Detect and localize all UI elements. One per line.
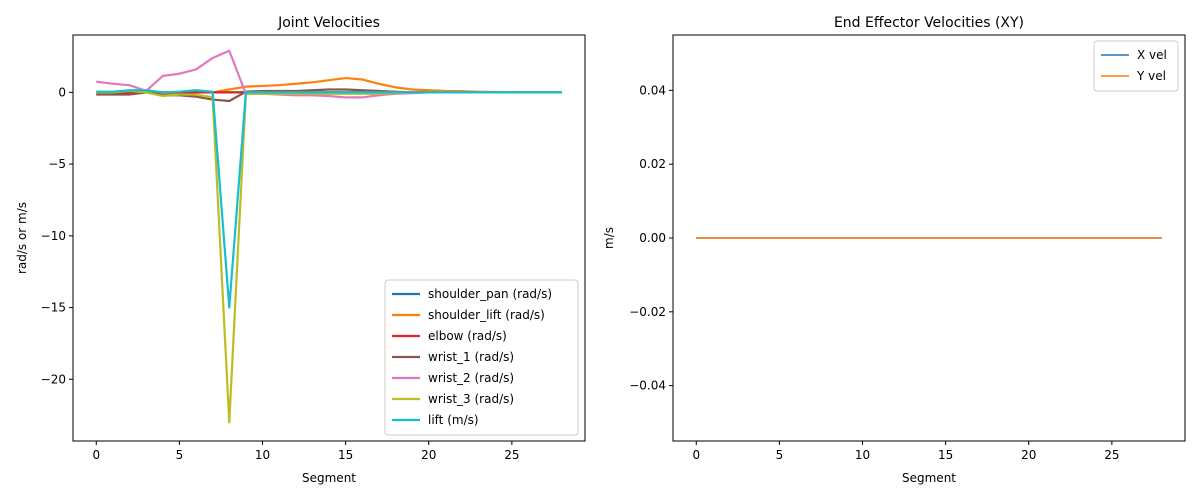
x-tick-label: 0 [92,448,100,462]
x-tick-label: 10 [255,448,270,462]
x-tick-label: 15 [938,448,953,462]
x-tick-label: 20 [421,448,436,462]
chart-title: End Effector Velocities (XY) [834,15,1024,31]
y-axis-label: rad/s or m/s [15,202,29,274]
plot-frame [72,34,586,442]
y-tick-label: 0.00 [639,231,666,245]
x-tick-label: 0 [692,448,700,462]
legend-entry: elbow (rad/s) [428,329,507,343]
end-effector-velocities-panel: End Effector Velocities (XY) Segment m/s… [602,15,1186,485]
y-tick-label: −0.04 [629,379,666,393]
x-tick-label: 15 [338,448,353,462]
joint-velocities-panel: Joint Velocities Segment rad/s or m/s 0 5… [15,15,586,485]
legend-entry: Y vel [1136,69,1166,83]
y-tick-label: 0.04 [639,83,666,97]
legend-box [1093,40,1179,92]
y-tick-label: 0 [58,85,66,99]
y-axis-label: m/s [602,227,616,249]
x-tick-label: 25 [1104,448,1119,462]
y-tick-label: −0.02 [629,305,666,319]
legend-entry: shoulder_lift (rad/s) [428,308,545,322]
x-tick-label: 5 [776,448,784,462]
y-tick-label: 0.02 [639,157,666,171]
y-tick-label: −20 [41,372,66,386]
legend-entry: wrist_1 (rad/s) [428,350,514,364]
legend-entry: wrist_2 (rad/s) [428,371,514,385]
x-tick-label: 5 [176,448,184,462]
legend: X vel Y vel [1093,40,1179,92]
y-tick-label: −15 [41,301,66,315]
legend-entry: X vel [1137,48,1167,62]
legend-box [384,279,579,436]
legend: shoulder_pan (rad/s) shoulder_lift (rad/s… [384,279,579,436]
legend-entry: wrist_3 (rad/s) [428,392,514,406]
x-axis-label: Segment [902,471,956,485]
y-tick-label: −10 [41,229,66,243]
legend-entry: lift (m/s) [428,413,479,427]
series-line [96,89,562,309]
x-tick-label: 25 [504,448,519,462]
x-axis-label: Segment [302,471,356,485]
legend-entry: shoulder_pan (rad/s) [428,287,552,301]
y-tick-label: −5 [48,157,66,171]
x-tick-label: 10 [855,448,870,462]
chart-title: Joint Velocities [277,15,380,31]
x-tick-label: 20 [1021,448,1036,462]
